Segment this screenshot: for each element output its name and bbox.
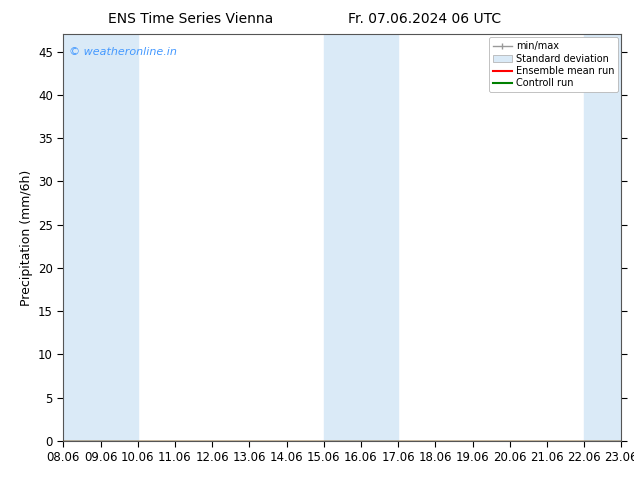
Legend: min/max, Standard deviation, Ensemble mean run, Controll run: min/max, Standard deviation, Ensemble me…	[489, 37, 618, 92]
Text: © weatheronline.in: © weatheronline.in	[69, 47, 177, 56]
Text: ENS Time Series Vienna: ENS Time Series Vienna	[108, 12, 273, 26]
Bar	[584, 34, 621, 441]
Bar	[63, 34, 138, 441]
Y-axis label: Precipitation (mm/6h): Precipitation (mm/6h)	[20, 170, 32, 306]
Bar	[324, 34, 398, 441]
Text: Fr. 07.06.2024 06 UTC: Fr. 07.06.2024 06 UTC	[348, 12, 501, 26]
